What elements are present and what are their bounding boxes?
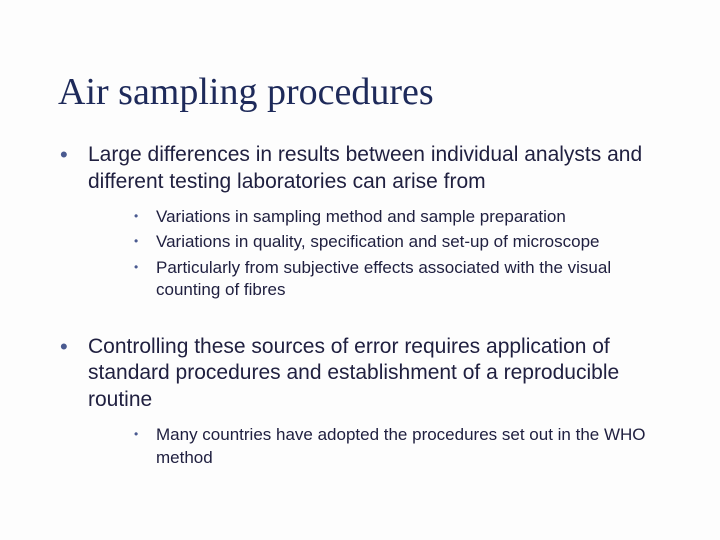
bullet-text: Large differences in results between ind… bbox=[88, 143, 642, 193]
sub-bullet-item: Many countries have adopted the procedur… bbox=[88, 424, 680, 469]
sub-bullet-item: Variations in quality, specification and… bbox=[88, 231, 680, 253]
slide-title: Air sampling procedures bbox=[58, 70, 680, 114]
spacer bbox=[40, 320, 680, 334]
sub-bullet-list: Many countries have adopted the procedur… bbox=[88, 424, 680, 469]
sub-bullet-list: Variations in sampling method and sample… bbox=[88, 206, 680, 302]
bullet-item: Large differences in results between ind… bbox=[40, 142, 680, 302]
bullet-list: Controlling these sources of error requi… bbox=[40, 334, 680, 470]
sub-bullet-item: Variations in sampling method and sample… bbox=[88, 206, 680, 228]
bullet-text: Controlling these sources of error requi… bbox=[88, 335, 619, 412]
sub-bullet-item: Particularly from subjective effects ass… bbox=[88, 257, 680, 302]
slide: Air sampling procedures Large difference… bbox=[0, 0, 720, 540]
bullet-item: Controlling these sources of error requi… bbox=[40, 334, 680, 470]
bullet-list: Large differences in results between ind… bbox=[40, 142, 680, 302]
